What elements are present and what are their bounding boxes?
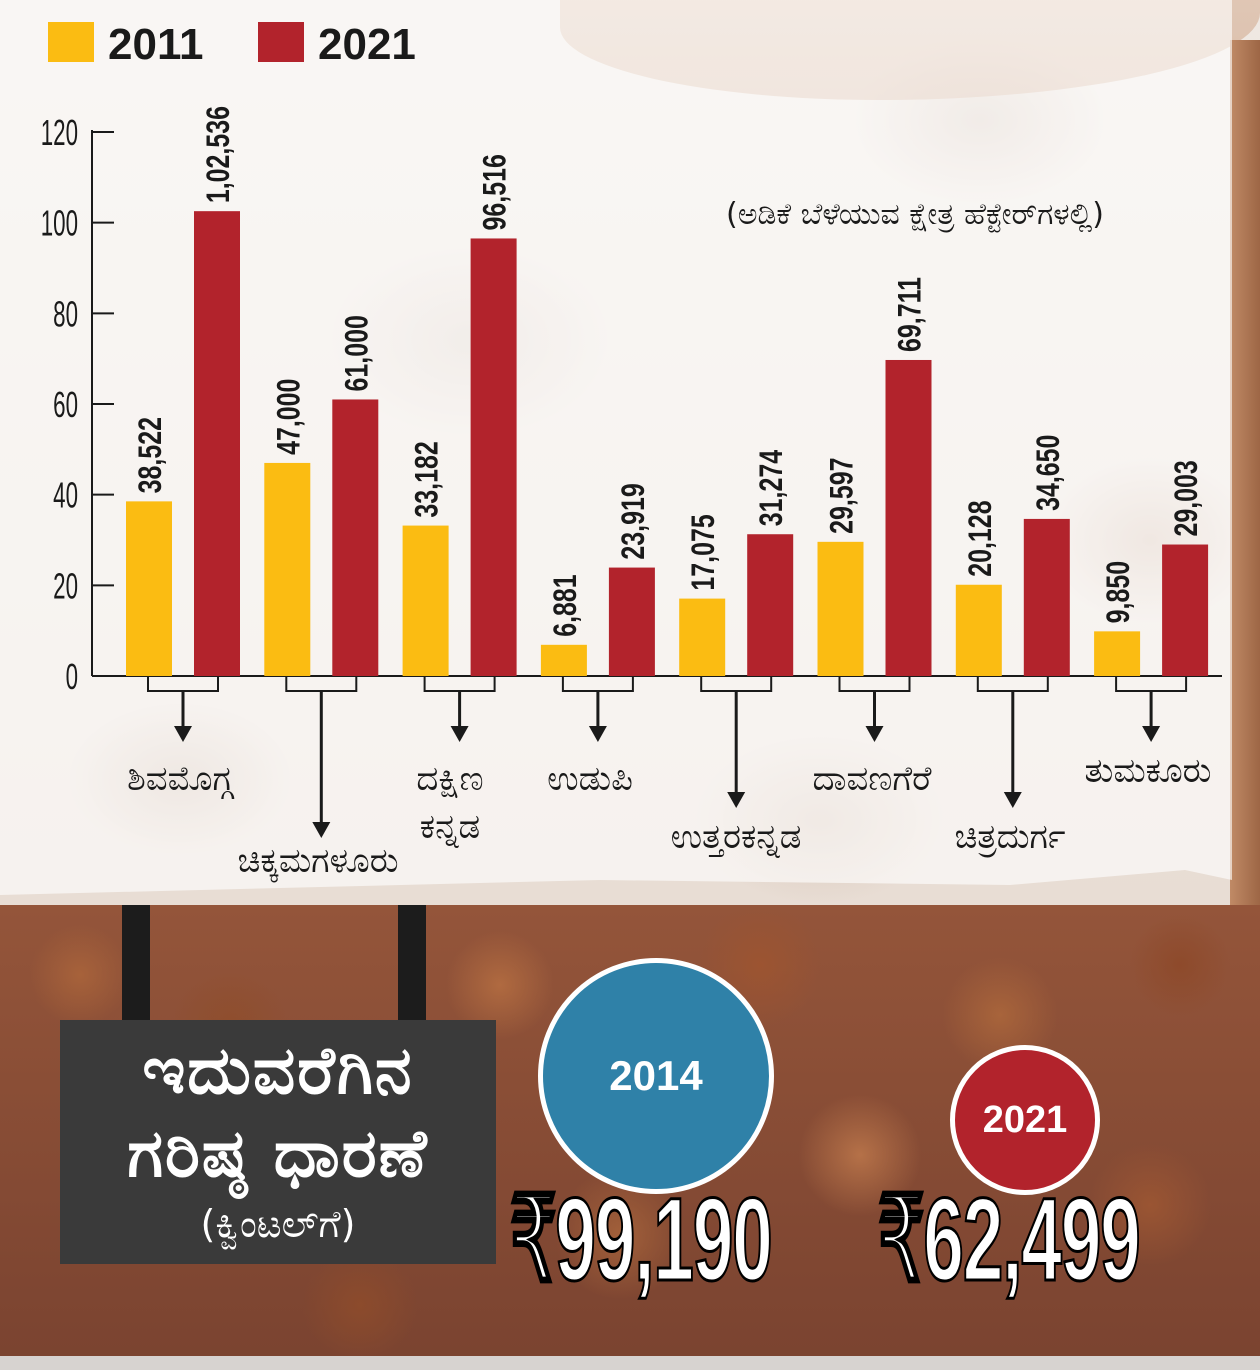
category-arrow-head — [727, 792, 746, 808]
data-label: 34,650 — [1031, 435, 1067, 511]
bar-2021 — [1162, 544, 1209, 676]
year-badge-2021: 2021 — [950, 1045, 1100, 1195]
data-label: 33,182 — [410, 441, 446, 517]
data-label: 47,000 — [271, 379, 307, 455]
bar-2021 — [747, 534, 794, 676]
data-label: 29,597 — [825, 458, 861, 534]
category-label: ಶಿವಮೊಗ್ಗ — [127, 759, 235, 799]
data-label: 31,274 — [754, 450, 790, 526]
y-tick-label: 80 — [53, 295, 78, 335]
bar-chart: 0 20 40 60 80 100 120 38,522 1,02,536 47,000 61,00… — [0, 0, 1232, 895]
data-label: 29,003 — [1169, 460, 1205, 536]
category-label: ದಕ್ಷಿಣ — [416, 759, 483, 799]
data-label: 17,075 — [686, 514, 722, 590]
data-label: 38,522 — [133, 417, 169, 493]
y-tick-label: 0 — [66, 658, 78, 698]
bar-2011 — [817, 541, 864, 676]
price-2021: ₹62,499 — [877, 1173, 1142, 1308]
category-label: ಚಿಕ್ಕಮಗಳೂರು — [237, 841, 398, 883]
y-tick-label: 20 — [53, 567, 78, 607]
category-label: ತುಮಕೂರು — [1085, 751, 1212, 791]
bar-2021 — [608, 567, 655, 676]
category-arrow-head — [1003, 792, 1022, 808]
bar-2021 — [470, 238, 517, 676]
y-tick-label: 40 — [53, 476, 78, 516]
year-badge-2014: 2014 — [538, 958, 774, 1194]
sign-hanger-right — [398, 905, 426, 1025]
data-label: 9,850 — [1101, 561, 1137, 623]
category-arrow-head — [174, 726, 192, 742]
sign-title-line1: ಇದುವರೆಗಿನ — [142, 1032, 414, 1109]
sign-unit: (ಕ್ವಿಂಟಲ್‌ಗೆ) — [200, 1202, 356, 1246]
category-label: ಉತ್ತರಕನ್ನಡ — [671, 817, 802, 858]
legend-label-2021: 2021 — [318, 20, 416, 69]
bar-2011 — [1094, 631, 1141, 676]
category-arrow-head — [1142, 726, 1161, 742]
category-label: ಕನ್ನಡ — [420, 807, 480, 848]
category-arrow-head — [450, 726, 469, 742]
legend-swatch-2021 — [258, 22, 304, 62]
legend-label-2011: 2011 — [108, 20, 203, 69]
y-tick-label: 60 — [53, 386, 78, 426]
y-tick-label: 120 — [41, 114, 78, 154]
bar-2021 — [1023, 518, 1070, 676]
bar-2011 — [264, 462, 311, 676]
sign-title-line2: ಗರಿಷ್ಠ ಧಾರಣೆ — [127, 1115, 429, 1192]
data-label: 20,128 — [963, 500, 999, 576]
record-price-sign: ಇದುವರೆಗಿನ ಗರಿಷ್ಠ ಧಾರಣೆ (ಕ್ವಿಂಟಲ್‌ಗೆ) — [60, 1020, 496, 1264]
category-arrow-head — [312, 822, 331, 838]
bar-2021 — [332, 399, 379, 676]
data-label: 96,516 — [478, 154, 514, 230]
price-2014: ₹99,190 — [509, 1173, 774, 1308]
bar-2011 — [540, 644, 587, 676]
background-photo-edge — [1230, 40, 1260, 905]
bar-2011 — [402, 525, 449, 676]
bar-2011 — [126, 501, 172, 676]
bar-2011 — [955, 584, 1002, 676]
y-tick-label: 100 — [41, 204, 78, 244]
category-label: ಉಡುಪಿ — [547, 759, 633, 799]
bottom-strip — [0, 1356, 1260, 1370]
sign-hanger-left — [122, 905, 150, 1025]
category-arrow-head — [588, 726, 607, 742]
data-label: 23,919 — [616, 483, 652, 559]
category-label: ದಾವಣಗೆರೆ — [813, 759, 933, 799]
data-label: 61,000 — [339, 315, 375, 391]
data-label: 69,711 — [893, 277, 929, 352]
category-arrow-head — [865, 726, 884, 742]
legend-swatch-2011 — [48, 22, 94, 62]
bar-2021 — [885, 359, 932, 676]
data-label: 1,02,536 — [201, 106, 237, 203]
category-label: ಚಿತ್ರದುರ್ಗ — [954, 817, 1065, 858]
bar-2011 — [679, 598, 726, 676]
chart-subtitle: (ಅಡಿಕೆ ಬೆಳೆಯುವ ಕ್ಷೇತ್ರ ಹೆಕ್ಟೇರ್‌ಗಳಲ್ಲಿ) — [726, 197, 1104, 233]
bar-2021 — [194, 211, 240, 676]
data-label: 6,881 — [548, 574, 584, 636]
